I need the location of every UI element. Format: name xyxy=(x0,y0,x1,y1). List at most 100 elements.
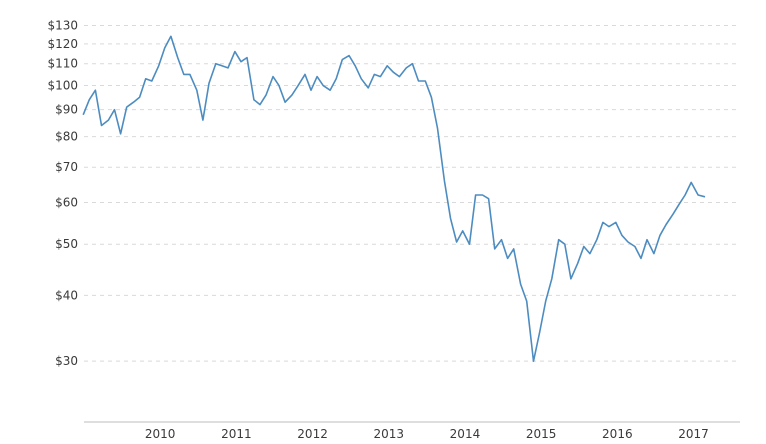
data-point xyxy=(576,262,579,265)
data-point xyxy=(373,73,376,76)
data-point xyxy=(481,194,484,197)
data-point xyxy=(94,89,97,92)
data-point xyxy=(405,66,408,69)
y-tick-label: $40 xyxy=(55,288,78,302)
data-point xyxy=(455,241,458,244)
x-tick-label: 2017 xyxy=(678,427,709,441)
data-point xyxy=(265,93,268,96)
data-point xyxy=(474,194,477,197)
data-point xyxy=(386,64,389,67)
data-point xyxy=(550,277,553,280)
data-point xyxy=(284,101,287,104)
data-point xyxy=(157,64,160,67)
data-point xyxy=(297,84,300,87)
data-point xyxy=(411,62,414,65)
x-tick-label: 2011 xyxy=(221,427,252,441)
data-point xyxy=(272,75,275,78)
data-point xyxy=(144,77,147,80)
data-point xyxy=(436,127,439,130)
data-point xyxy=(169,35,172,38)
data-point xyxy=(304,73,307,76)
data-point xyxy=(113,108,116,111)
data-point xyxy=(82,113,85,116)
data-point xyxy=(214,62,217,65)
data-point xyxy=(335,77,338,80)
data-point xyxy=(398,75,401,78)
data-point xyxy=(367,86,370,89)
y-tick-label: $50 xyxy=(55,237,78,251)
data-point xyxy=(107,119,110,122)
data-point xyxy=(240,60,243,63)
x-tick-label: 2014 xyxy=(450,427,481,441)
x-axis-tick-labels: 2010 2011 2012 2013 2014 2015 2016 2017 xyxy=(145,427,709,441)
data-point xyxy=(614,221,617,224)
data-point xyxy=(259,103,262,106)
data-point xyxy=(278,84,281,87)
x-tick-label: 2012 xyxy=(297,427,328,441)
data-point xyxy=(672,213,675,216)
data-point xyxy=(627,241,630,244)
data-point xyxy=(690,181,693,184)
data-point xyxy=(646,238,649,241)
data-point xyxy=(195,89,198,92)
data-point xyxy=(563,243,566,246)
y-tick-label: $100 xyxy=(47,79,78,93)
x-tick-label: 2015 xyxy=(526,427,557,441)
data-point xyxy=(519,283,522,286)
data-point xyxy=(620,234,623,237)
data-point xyxy=(176,56,179,59)
data-point xyxy=(608,225,611,228)
data-point xyxy=(697,194,700,197)
data-point xyxy=(430,96,433,99)
data-point xyxy=(582,245,585,248)
data-point xyxy=(188,73,191,76)
data-point xyxy=(506,257,509,260)
data-point xyxy=(341,58,344,61)
data-point xyxy=(392,71,395,74)
x-tick-label: 2010 xyxy=(145,427,176,441)
data-point xyxy=(538,331,541,334)
y-tick-label: $80 xyxy=(55,130,78,144)
data-point xyxy=(500,238,503,241)
y-tick-label: $110 xyxy=(47,57,78,71)
data-point xyxy=(512,247,515,250)
data-point xyxy=(468,243,471,246)
data-point xyxy=(678,203,681,206)
data-point xyxy=(163,46,166,49)
data-point xyxy=(310,89,313,92)
data-point xyxy=(150,80,153,83)
data-point xyxy=(348,54,351,57)
data-point xyxy=(322,84,325,87)
x-tick-label: 2013 xyxy=(373,427,404,441)
data-point xyxy=(665,223,668,226)
data-point xyxy=(704,195,707,198)
data-point xyxy=(220,64,223,67)
data-point xyxy=(487,197,490,200)
data-point xyxy=(125,106,128,109)
data-point xyxy=(291,93,294,96)
price-series-line xyxy=(82,35,706,363)
data-point xyxy=(443,179,446,182)
data-point xyxy=(601,221,604,224)
data-point xyxy=(588,252,591,255)
data-point xyxy=(595,238,598,241)
data-point xyxy=(684,194,687,197)
y-tick-label: $90 xyxy=(55,103,78,117)
data-point xyxy=(227,66,230,69)
data-point xyxy=(316,75,319,78)
grid-lines xyxy=(84,24,740,362)
data-point xyxy=(525,300,528,303)
y-axis-tick-labels: $130 $120 $110 $100 $90 $80 $70 $60 $50 $40 $30 xyxy=(47,18,78,368)
data-point xyxy=(100,124,103,127)
data-point xyxy=(424,80,427,83)
data-point xyxy=(246,56,249,59)
data-point xyxy=(208,82,211,85)
data-point xyxy=(633,245,636,248)
data-point xyxy=(354,64,357,67)
data-point xyxy=(417,80,420,83)
data-point xyxy=(532,360,535,363)
data-point xyxy=(119,132,122,135)
y-tick-label: $30 xyxy=(55,354,78,368)
data-point xyxy=(138,96,141,99)
